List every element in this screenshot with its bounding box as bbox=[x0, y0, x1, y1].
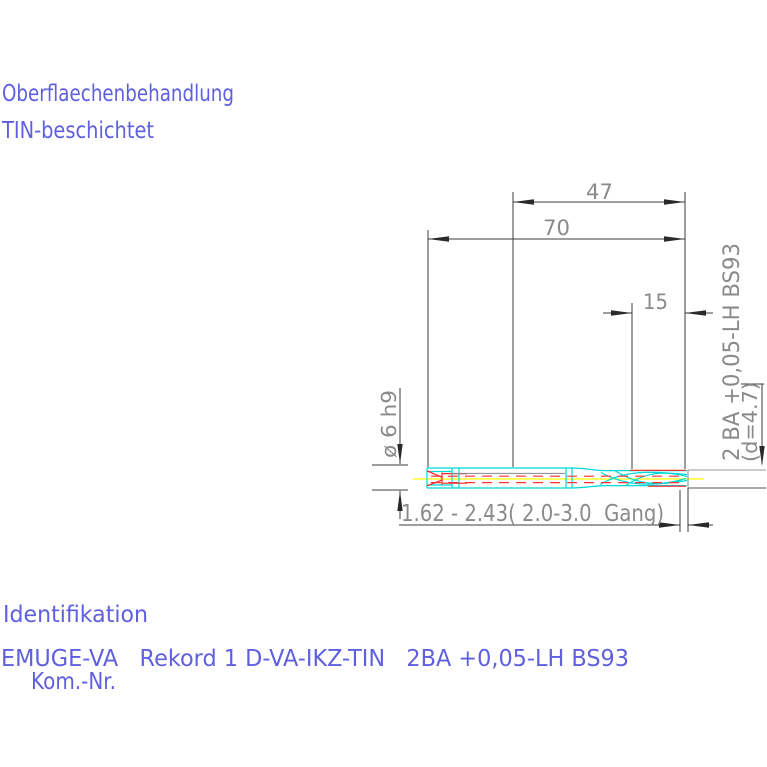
dim-70-text: 70 bbox=[543, 216, 570, 240]
commission-number-label: Kom.-Nr. bbox=[31, 669, 116, 695]
arrowhead bbox=[611, 310, 632, 316]
arrowhead bbox=[428, 236, 449, 242]
dim-47-text: 47 bbox=[586, 180, 613, 204]
surface-treatment-value: TIN-beschichtet bbox=[1, 118, 154, 144]
arrowhead bbox=[664, 236, 685, 242]
core-drill-diameter-text: (d=4.7) bbox=[738, 382, 762, 462]
tap-outline bbox=[426, 467, 689, 489]
tap-tool-view bbox=[413, 467, 766, 489]
arrowhead bbox=[664, 199, 685, 205]
dimension-lines bbox=[372, 192, 764, 532]
neck-taper bbox=[571, 467, 605, 489]
workpiece-hole-lines bbox=[687, 469, 766, 489]
identification-block: Identifikation EMUGE-VA Rekord 1 D-VA-IK… bbox=[1, 602, 629, 695]
identification-value: EMUGE-VA Rekord 1 D-VA-IKZ-TIN 2BA +0,05… bbox=[1, 646, 629, 672]
arrowhead bbox=[513, 199, 534, 205]
shank-detail-lines bbox=[451, 468, 573, 488]
arrowhead bbox=[659, 522, 680, 528]
arrowheads bbox=[397, 199, 765, 528]
surface-treatment-label: Oberflaechenbehandlung bbox=[2, 81, 234, 107]
spiral-flutes bbox=[599, 470, 688, 486]
chamfer-dim-text: 1.62 - 2.43( 2.0-3.0 Gang) bbox=[401, 501, 664, 527]
thread-spec-text: 2 BA +0,05-LH BS93 bbox=[720, 243, 745, 461]
arrowhead bbox=[688, 522, 709, 528]
identification-label: Identifikation bbox=[3, 602, 148, 628]
arrowhead bbox=[397, 491, 403, 511]
square-drive-lines bbox=[427, 470, 452, 486]
coolant-channel-dashed bbox=[431, 475, 686, 484]
shank-diameter-text: ø 6 h9 bbox=[377, 390, 401, 458]
arrowhead bbox=[685, 310, 706, 316]
dimension-texts: 47 70 15 1.62 - 2.43( 2.0-3.0 Gang) ø 6 … bbox=[377, 180, 762, 527]
arrowhead bbox=[759, 446, 765, 466]
arrowhead bbox=[397, 444, 403, 464]
surface-treatment-block: Oberflaechenbehandlung TIN-beschichtet bbox=[1, 81, 234, 144]
dim-15-text: 15 bbox=[643, 290, 668, 314]
